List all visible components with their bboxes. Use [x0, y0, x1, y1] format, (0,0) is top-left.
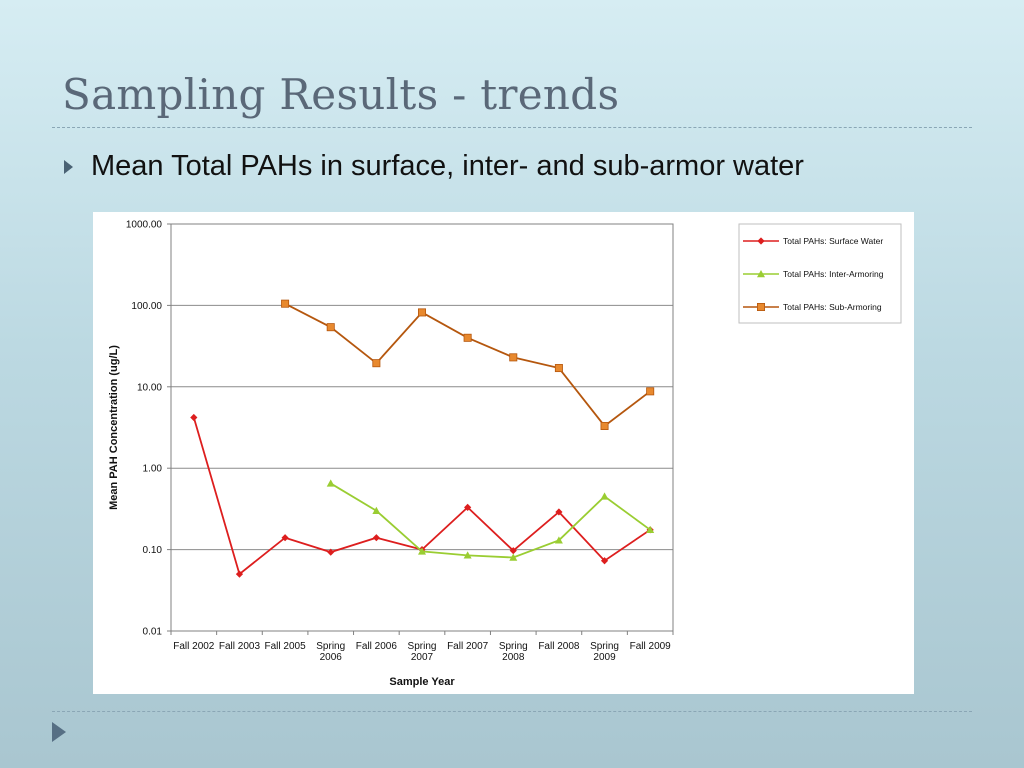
x-tick-label: Fall 2007 — [447, 641, 489, 652]
data-series — [190, 299, 655, 578]
legend-item: Total PAHs: Surface Water — [743, 236, 883, 246]
legend-label: Total PAHs: Surface Water — [783, 236, 883, 246]
bullet-item: Mean Total PAHs in surface, inter- and s… — [64, 150, 804, 183]
data-point — [757, 270, 765, 278]
pah-trend-chart: 0.01 0.10 1.00 10.00 100.00 1000.00 Fall 2002… — [108, 220, 902, 688]
gridlines — [171, 304, 673, 551]
series-sub-armoring — [281, 299, 655, 430]
title-divider — [52, 127, 972, 128]
y-tick-label: 10.00 — [137, 382, 162, 393]
x-tick-label: Fall 2009 — [630, 641, 672, 652]
bullet-arrow-icon — [64, 159, 73, 174]
footer-divider — [52, 711, 972, 712]
next-slide-icon[interactable] — [52, 722, 66, 742]
series-inter-armoring — [326, 479, 655, 561]
x-tick-label: Fall 2006 — [356, 641, 398, 652]
x-tick-label: Spring — [316, 641, 345, 652]
data-point — [281, 299, 290, 308]
x-tick-label: Fall 2008 — [538, 641, 580, 652]
data-point — [646, 525, 655, 534]
data-point — [326, 323, 335, 332]
data-point — [646, 387, 655, 396]
data-point — [281, 534, 289, 542]
x-tick-label: Spring — [408, 641, 437, 652]
plot-area-frame — [170, 223, 674, 632]
data-point — [327, 548, 335, 556]
y-tick-label: 1000.00 — [126, 220, 163, 231]
x-tick-label: Fall 2003 — [219, 641, 261, 652]
legend-item: Total PAHs: Sub-Armoring — [743, 302, 882, 312]
data-point — [757, 303, 766, 312]
x-tick-label: Fall 2005 — [265, 641, 307, 652]
x-tick-label: Fall 2002 — [173, 641, 215, 652]
y-axis-ticks: 0.01 0.10 1.00 10.00 100.00 1000.00 — [126, 220, 171, 638]
data-point — [418, 547, 426, 555]
data-point — [372, 506, 381, 514]
legend-label: Total PAHs: Sub-Armoring — [783, 302, 882, 312]
x-tick-label: 2009 — [593, 652, 616, 663]
data-point — [190, 413, 198, 422]
data-point — [417, 308, 426, 317]
data-point — [600, 557, 609, 565]
x-axis-title: Sample Year — [389, 676, 455, 688]
data-point — [509, 353, 518, 362]
data-point — [509, 553, 518, 561]
x-tick-label: 2008 — [502, 652, 525, 663]
data-point — [235, 570, 244, 578]
x-axis-ticks: Fall 2002 Fall 2003 Fall 2005 Spring2006Fal… — [170, 631, 674, 663]
data-point — [509, 547, 517, 555]
x-tick-label: 2006 — [320, 652, 343, 663]
chart-legend: Total PAHs: Surface Water Total PAHs: Int… — [738, 223, 902, 324]
y-axis-title: Mean PAH Concentration (ug/L) — [108, 345, 120, 510]
data-point — [463, 551, 472, 559]
y-tick-label: 100.00 — [131, 301, 162, 312]
legend-item: Total PAHs: Inter-Armoring — [743, 269, 884, 279]
slide-title: Sampling Results - trends — [62, 70, 620, 119]
series-line — [330, 482, 651, 559]
data-point — [372, 534, 380, 542]
series-line — [284, 302, 651, 428]
data-point — [757, 237, 765, 245]
data-point — [463, 333, 472, 342]
x-tick-label: Spring — [499, 641, 528, 652]
data-point — [554, 364, 563, 373]
data-point — [554, 536, 563, 544]
legend-label: Total PAHs: Inter-Armoring — [783, 269, 884, 279]
data-point — [372, 359, 381, 368]
bullet-text: Mean Total PAHs in surface, inter- and s… — [91, 150, 804, 182]
chart-panel: 0.01 0.10 1.00 10.00 100.00 1000.00 Fall 2002… — [93, 212, 914, 694]
data-point — [464, 503, 472, 511]
data-point — [600, 421, 609, 430]
data-point — [600, 492, 609, 500]
data-point — [555, 508, 563, 516]
y-tick-label: 0.01 — [143, 627, 163, 638]
y-tick-label: 1.00 — [143, 464, 163, 475]
y-tick-label: 0.10 — [143, 545, 163, 556]
x-tick-label: 2007 — [411, 652, 434, 663]
data-point — [326, 479, 335, 487]
x-tick-label: Spring — [590, 641, 619, 652]
